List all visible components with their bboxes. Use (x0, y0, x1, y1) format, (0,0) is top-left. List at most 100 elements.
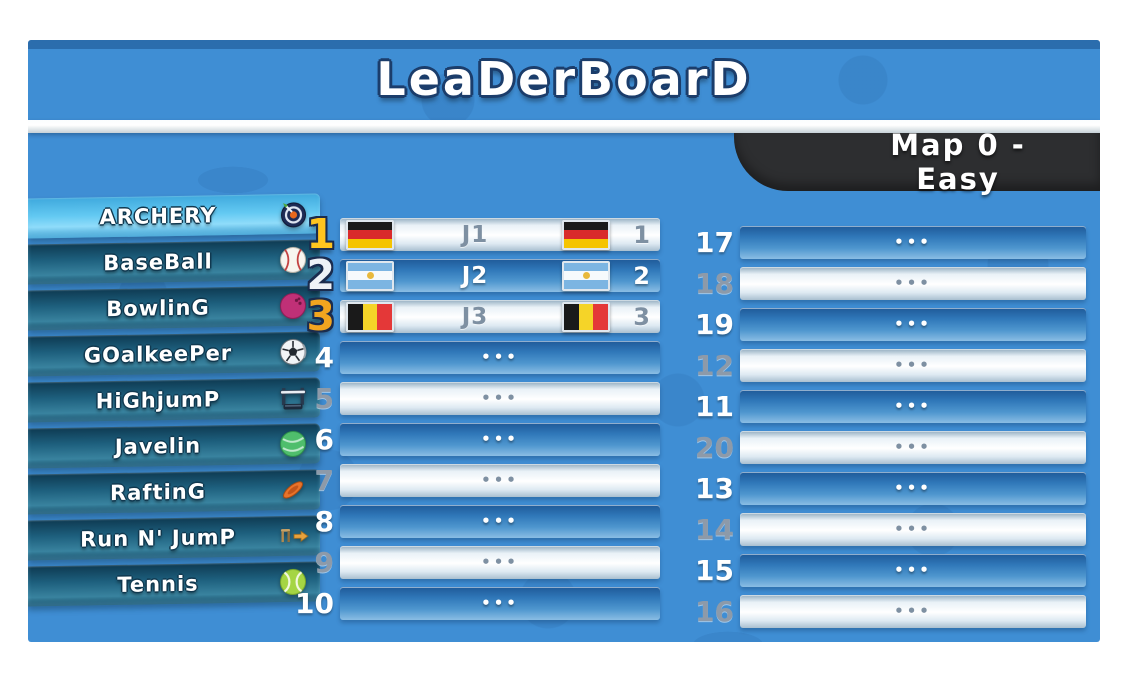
leaderboard-row: 7 ••• (290, 464, 660, 497)
javelin-ball-icon (276, 427, 310, 462)
rank-number: 2 (306, 251, 335, 299)
empty-slot: ••• (894, 561, 932, 579)
empty-slot: ••• (481, 389, 519, 407)
sidebar-item-label: BowlinG (106, 295, 210, 322)
sidebar-item-archery[interactable]: ARCHERY (28, 193, 320, 239)
leaderboard-row: 6 ••• (290, 423, 660, 456)
sidebar-item-bowling[interactable]: BowlinG (28, 285, 320, 331)
empty-slot: ••• (894, 479, 932, 497)
sidebar-item-label: GOalkeePer (83, 340, 233, 368)
leaderboard-row: 9 ••• (290, 546, 660, 579)
rank-number: 3 (306, 292, 335, 340)
flag-germany-icon (562, 219, 610, 250)
rank-number: 11 (695, 390, 734, 423)
soccer-ball-icon (276, 335, 310, 370)
sidebar-item-rafting[interactable]: RaftinG (28, 469, 320, 515)
leaderboard-row: 16 ••• (690, 595, 1086, 628)
runner-icon (276, 519, 310, 554)
rank-number: 7 (314, 464, 334, 497)
leaderboard-row: 3 J3 3 (290, 292, 660, 340)
leaderboard-row: 2 J2 2 (290, 251, 660, 299)
empty-slot: ••• (894, 438, 932, 456)
tennis-ball-icon (276, 565, 310, 600)
player-name: J3 (461, 303, 489, 330)
sidebar-item-label: Javelin (114, 433, 202, 460)
empty-slot: ••• (894, 397, 932, 415)
rank-number: 19 (695, 308, 734, 341)
sidebar-item-run-n-jump[interactable]: Run N' JumP (28, 515, 320, 561)
sidebar-item-label: HiGhjumP (95, 387, 221, 414)
bowling-ball-icon (276, 289, 310, 324)
leaderboard-row: 15 ••• (690, 554, 1086, 587)
rank-number: 9 (314, 546, 334, 579)
empty-slot: ••• (481, 512, 519, 530)
player-score: 2 (633, 261, 650, 290)
baseball-icon (276, 243, 310, 278)
leaderboard-row: 10 ••• (290, 587, 660, 620)
sidebar-item-label: BaseBall (103, 249, 213, 276)
empty-slot: ••• (894, 356, 932, 374)
archery-target-icon (276, 197, 310, 232)
sidebar-item-baseball[interactable]: BaseBall (28, 239, 320, 285)
flag-germany-icon (346, 219, 394, 250)
sidebar-item-label: ARCHERY (99, 203, 217, 230)
empty-slot: ••• (894, 315, 932, 333)
rank-number: 6 (314, 423, 334, 456)
highjump-bar-icon (276, 381, 310, 416)
sidebar-item-tennis[interactable]: Tennis (28, 561, 320, 607)
rank-number: 14 (695, 513, 734, 546)
map-banner: Map 0 - Easy (734, 128, 1100, 196)
leaderboard-row: 11 ••• (690, 390, 1086, 423)
leaderboard-row: 19 ••• (690, 308, 1086, 341)
leaderboard-row: 5 ••• (290, 382, 660, 415)
empty-slot: ••• (481, 471, 519, 489)
sidebar-item-label: Tennis (117, 571, 199, 597)
rank-number: 20 (695, 431, 734, 464)
rank-number: 15 (695, 554, 734, 587)
empty-slot: ••• (894, 602, 932, 620)
sidebar-item-label: RaftinG (110, 479, 206, 506)
sidebar-item-label: Run N' JumP (80, 524, 236, 552)
empty-slot: ••• (894, 233, 932, 251)
rank-number: 8 (314, 505, 334, 538)
sidebar-item-javelin[interactable]: Javelin (28, 423, 320, 469)
rank-number: 4 (314, 341, 334, 374)
leaderboard-row: 14 ••• (690, 513, 1086, 546)
rank-number: 16 (695, 595, 734, 628)
player-score: 3 (633, 302, 650, 331)
divider-bar (28, 120, 1100, 133)
empty-slot: ••• (481, 594, 519, 612)
leaderboard-row: 13 ••• (690, 472, 1086, 505)
page-title: LeaDerBoarD (376, 52, 752, 106)
leaderboard-row: 17 ••• (690, 226, 1086, 259)
sidebar-item-highjump[interactable]: HiGhjumP (28, 377, 320, 423)
sidebar-item-goalkeeper[interactable]: GOalkeePer (28, 331, 320, 377)
empty-slot: ••• (481, 348, 519, 366)
raft-icon (276, 473, 310, 508)
map-banner-label: Map 0 - Easy (890, 128, 1026, 196)
rank-number: 5 (314, 382, 334, 415)
top-edge-strip (28, 40, 1100, 49)
leaderboard-row: 18 ••• (690, 267, 1086, 300)
leaderboard-row: 20 ••• (690, 431, 1086, 464)
rank-number: 18 (695, 267, 734, 300)
leaderboard-row: 1 J1 1 (290, 210, 660, 258)
flag-argentina-icon (346, 260, 394, 291)
rank-number: 12 (695, 349, 734, 382)
leaderboard-row: 4 ••• (290, 341, 660, 374)
rank-number: 10 (295, 587, 334, 620)
empty-slot: ••• (894, 274, 932, 292)
game-screen: LeaDerBoarD Map 0 - Easy ARCHERY BaseBal… (28, 40, 1100, 642)
player-name: J2 (461, 262, 489, 289)
rank-number: 13 (695, 472, 734, 505)
flag-belgium-icon (562, 301, 610, 332)
player-name: J1 (461, 221, 489, 248)
rank-number: 17 (695, 226, 734, 259)
empty-slot: ••• (481, 553, 519, 571)
empty-slot: ••• (481, 430, 519, 448)
player-score: 1 (633, 220, 650, 249)
leaderboard-row: 12 ••• (690, 349, 1086, 382)
rank-number: 1 (306, 210, 335, 258)
empty-slot: ••• (894, 520, 932, 538)
flag-belgium-icon (346, 301, 394, 332)
